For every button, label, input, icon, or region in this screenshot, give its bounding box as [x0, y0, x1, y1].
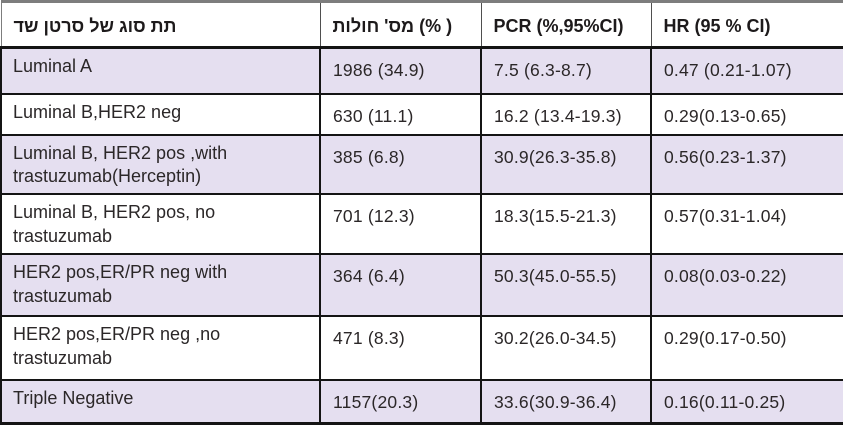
patient-count-cell: 701 (12.3)	[319, 193, 482, 255]
hr-cell: 0.29(0.17-0.50)	[650, 315, 843, 381]
table-row-her2-pos-er-pr-neg-no-trastuzumab: HER2 pos,ER/PR neg ,no trastuzumab 471 (…	[0, 315, 843, 381]
hr-cell: 0.57(0.31-1.04)	[650, 193, 843, 255]
table-row-luminal-a: Luminal A 1986 (34.9) 7.5 (6.3-8.7) 0.47…	[0, 46, 843, 95]
patient-count-cell: 1986 (34.9)	[319, 46, 482, 95]
pcr-cell: 30.2(26.0-34.5)	[480, 315, 652, 381]
table-row-triple-negative: Triple Negative 1157(20.3) 33.6(30.9-36.…	[0, 379, 843, 425]
subtype-cell: Luminal B,HER2 neg	[0, 92, 321, 136]
header-row: תת סוג של סרטן שד מס' חולות (% ) PCR (%,…	[0, 0, 843, 49]
subtype-cell: Luminal A	[0, 46, 321, 95]
pcr-cell: 30.9(26.3-35.8)	[480, 133, 652, 195]
header-cell-patient-count: מס' חולות (% )	[319, 0, 482, 49]
subtype-cell: Luminal B, HER2 pos, no trastuzumab	[0, 193, 321, 255]
subtype-cell: Luminal B, HER2 pos ,with trastuzumab(He…	[0, 133, 321, 195]
header-cell-subtype: תת סוג של סרטן שד	[0, 0, 321, 49]
hr-cell: 0.56(0.23-1.37)	[650, 133, 843, 195]
table-row-luminal-b-her2-pos-no-trastuzumab: Luminal B, HER2 pos, no trastuzumab 701 …	[0, 193, 843, 255]
pcr-cell: 7.5 (6.3-8.7)	[480, 46, 652, 95]
table-row-her2-pos-er-pr-neg-with-trastuzumab: HER2 pos,ER/PR neg with trastuzumab 364 …	[0, 253, 843, 317]
table-body: Luminal A 1986 (34.9) 7.5 (6.3-8.7) 0.47…	[0, 46, 843, 425]
table-row-luminal-b-her2-pos-with-trastuzumab: Luminal B, HER2 pos ,with trastuzumab(He…	[0, 133, 843, 195]
hr-cell: 0.08(0.03-0.22)	[650, 253, 843, 317]
patient-count-cell: 364 (6.4)	[319, 253, 482, 317]
header-cell-pcr: PCR (%,95%CI)	[480, 0, 652, 49]
table-row-luminal-b-her2-neg: Luminal B,HER2 neg 630 (11.1) 16.2 (13.4…	[0, 92, 843, 136]
pcr-cell: 16.2 (13.4-19.3)	[480, 92, 652, 136]
subtype-cell: HER2 pos,ER/PR neg ,no trastuzumab	[0, 315, 321, 381]
hr-cell: 0.16(0.11-0.25)	[650, 379, 843, 425]
header-cell-hr: HR (95 % CI)	[650, 0, 843, 49]
patient-count-cell: 471 (8.3)	[319, 315, 482, 381]
subtype-cell: HER2 pos,ER/PR neg with trastuzumab	[0, 253, 321, 317]
pcr-cell: 50.3(45.0-55.5)	[480, 253, 652, 317]
patient-count-cell: 1157(20.3)	[319, 379, 482, 425]
table-header: תת סוג של סרטן שד מס' חולות (% ) PCR (%,…	[0, 0, 843, 49]
hr-cell: 0.47 (0.21-1.07)	[650, 46, 843, 95]
subtype-cell: Triple Negative	[0, 379, 321, 425]
hr-cell: 0.29(0.13-0.65)	[650, 92, 843, 136]
patient-count-cell: 385 (6.8)	[319, 133, 482, 195]
pcr-cell: 18.3(15.5-21.3)	[480, 193, 652, 255]
patient-count-cell: 630 (11.1)	[319, 92, 482, 136]
pcr-cell: 33.6(30.9-36.4)	[480, 379, 652, 425]
